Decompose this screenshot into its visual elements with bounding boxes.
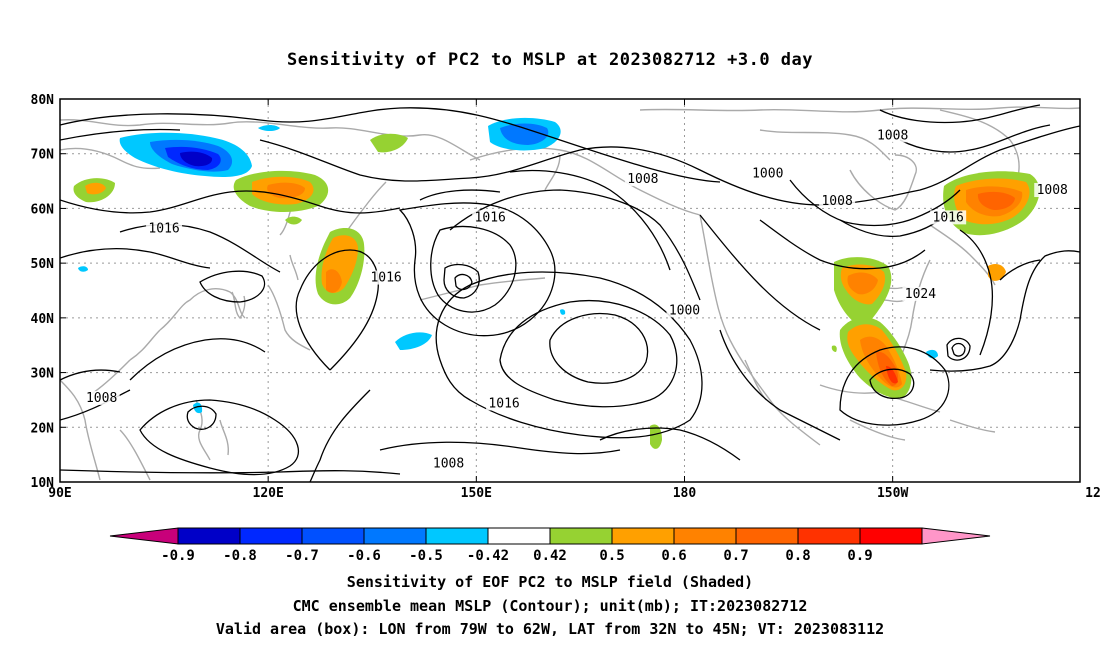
contour-label: 1000 [669, 303, 700, 318]
colorbar-label: 0.7 [723, 548, 748, 564]
contour-label-bg [930, 210, 967, 225]
colorbar-segment [301, 527, 365, 545]
contour-label-bg [666, 303, 703, 318]
page-title: Sensitivity of PC2 to MSLP at 2023082712… [286, 50, 813, 70]
colorbar-segment [735, 527, 799, 545]
contour-label: 1016 [933, 210, 964, 225]
contour-label: 1008 [627, 172, 658, 187]
contour-label: 1008 [433, 457, 464, 472]
contour-label: 1016 [148, 221, 179, 236]
x-tick-label: 150E [461, 486, 492, 501]
colorbar-segment [363, 527, 427, 545]
y-tick-label: 80N [31, 93, 55, 108]
contour-label: 1016 [488, 396, 519, 411]
colorbar-segment [611, 527, 675, 545]
colorbar [109, 527, 991, 545]
x-tick-label: 180 [673, 486, 697, 501]
contour-label-bg [146, 221, 183, 236]
y-tick-label: 10N [31, 476, 55, 491]
x-tick-label: 150W [877, 486, 908, 501]
contour-label: 1016 [1085, 369, 1100, 384]
colorbar-segment [425, 527, 489, 545]
colorbar-label: -0.5 [409, 548, 443, 564]
y-tick-label: 60N [31, 202, 55, 217]
colorbar-segment [177, 527, 241, 545]
colorbar-label: -0.7 [285, 548, 319, 564]
colorbar-segment [239, 527, 303, 545]
contour-label-bg [902, 286, 939, 301]
colorbar-label: 0.42 [533, 548, 567, 564]
colorbar-label: 0.8 [785, 548, 810, 564]
caption-line-1: Sensitivity of EOF PC2 to MSLP field (Sh… [346, 573, 754, 591]
y-tick-label: 20N [31, 421, 55, 436]
colorbar-segment [549, 527, 613, 545]
y-tick-label: 50N [31, 257, 55, 272]
contour-label: 1000 [752, 167, 783, 182]
caption-line-3: Valid area (box): LON from 79W to 62W, L… [215, 620, 885, 638]
contour-label-bg [749, 166, 786, 181]
contour-label-bg [472, 210, 509, 225]
x-tick-label: 90E [48, 486, 71, 501]
contour-label-bg [368, 270, 405, 285]
axis-ticks [59, 98, 1080, 483]
colorbar-segment [797, 527, 861, 545]
x-tick-label: 120E [253, 486, 284, 501]
x-tick-label: 120W [1085, 486, 1100, 501]
contour-label-bg [1034, 183, 1071, 198]
colorbar-low-triangle [109, 527, 179, 545]
sensitivity-shading [73, 117, 1040, 449]
contour-label: 1024 [905, 287, 936, 302]
contour-label-bg [430, 456, 467, 471]
contour-label: 1008 [1037, 183, 1068, 198]
colorbar-segment [859, 527, 923, 545]
colorbar-label: -0.6 [347, 548, 381, 564]
colorbar-label: -0.8 [223, 548, 257, 564]
contour-label: 1008 [877, 128, 908, 143]
colorbar-segment [673, 527, 737, 545]
contour-label-bg [874, 128, 911, 143]
colorbar-label: 0.5 [599, 548, 624, 564]
colorbar-label: -0.9 [161, 548, 195, 564]
colorbar-label: -0.42 [467, 548, 509, 564]
colorbar-high-triangle [921, 527, 991, 545]
contour-label-bg [1083, 369, 1100, 383]
x-tick-labels: 90E120E150E180150W120W90W60W [48, 486, 1100, 501]
contour-label-bg [486, 396, 523, 411]
colorbar-segment [487, 527, 551, 545]
y-tick-label: 40N [31, 312, 55, 327]
contour-label-bg [624, 172, 661, 187]
y-tick-labels: 80N 70N 60N 50N 40N 30N 20N 10N [31, 93, 55, 491]
mslp-contours [60, 104, 1080, 482]
contour-label: 1016 [475, 210, 506, 225]
y-tick-label: 30N [31, 367, 55, 382]
y-tick-label: 70N [31, 148, 55, 163]
colorbar-label: 0.6 [661, 548, 686, 564]
contour-label-bg [819, 193, 856, 208]
contour-label-bg [83, 390, 120, 405]
contour-label: 1016 [370, 271, 401, 286]
colorbar-labels: -0.9 -0.8 -0.7 -0.6 -0.5 -0.42 0.42 0.5 0.6 0.7 0.… [161, 548, 873, 564]
contour-label: 1008 [821, 194, 852, 209]
caption-line-2: CMC ensemble mean MSLP (Contour); unit(m… [292, 597, 808, 615]
contour-labels: 1008 1008 1000 1008 1008 1016 1016 1016 1016 1000… [83, 128, 1100, 472]
map-frame [59, 98, 1081, 483]
contour-label: 1008 [86, 391, 117, 406]
colorbar-label: 0.9 [847, 548, 872, 564]
